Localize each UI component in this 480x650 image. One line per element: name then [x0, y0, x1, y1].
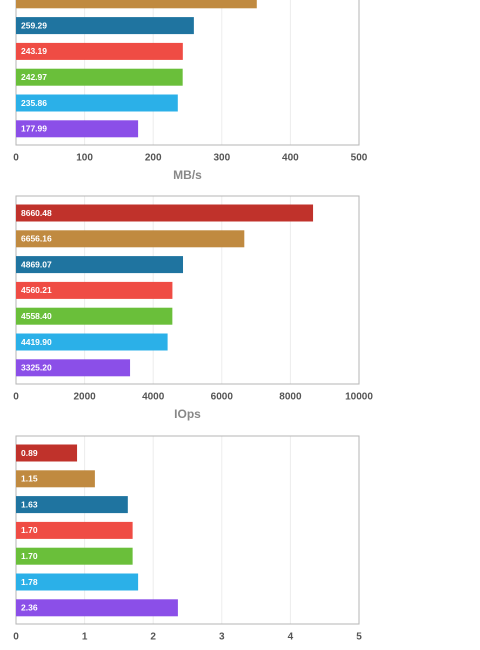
value-label: 4560.21 [21, 285, 52, 295]
x-tick-label: 0 [13, 153, 19, 164]
bar [16, 547, 133, 565]
value-label: 3325.20 [21, 363, 52, 373]
bar [16, 68, 183, 86]
value-label: 242.97 [21, 72, 47, 82]
bar [16, 0, 257, 9]
x-axis-title: IOps [174, 407, 201, 421]
value-label: 259.29 [21, 20, 47, 30]
x-tick-label: 2 [150, 632, 156, 643]
x-tick-label: 0 [13, 392, 19, 403]
value-label: 1.15 [21, 474, 38, 484]
value-label: 243.19 [21, 46, 47, 56]
value-label: 6656.16 [21, 234, 52, 244]
x-tick-label: 200 [145, 153, 162, 164]
value-label: 0.89 [21, 448, 38, 458]
x-tick-label: 6000 [211, 392, 234, 403]
x-tick-label: 8000 [279, 392, 302, 403]
bar [16, 256, 184, 274]
x-tick-label: 3 [219, 632, 225, 643]
value-label: 4558.40 [21, 311, 52, 321]
bar [16, 599, 178, 617]
x-axis-title: MB/s [173, 168, 202, 182]
value-label: 1.63 [21, 499, 38, 509]
x-tick-label: 100 [76, 153, 93, 164]
bar [16, 204, 314, 222]
value-label: 1.78 [21, 577, 38, 587]
value-label: 8660.48 [21, 208, 52, 218]
bar [16, 42, 183, 60]
x-tick-label: 4 [288, 632, 294, 643]
bar [16, 470, 95, 488]
value-label: 4419.90 [21, 337, 52, 347]
bar [16, 444, 78, 462]
bar [16, 573, 139, 591]
bar [16, 333, 168, 351]
bar [16, 521, 133, 539]
bar [16, 281, 173, 299]
x-tick-label: 500 [351, 153, 368, 164]
value-label: 4869.07 [21, 259, 52, 269]
value-label: 2.36 [21, 603, 38, 613]
bar [16, 307, 173, 325]
x-tick-label: 1 [82, 632, 88, 643]
bar [16, 359, 131, 377]
value-label: 177.99 [21, 124, 47, 134]
bar [16, 230, 245, 248]
bar [16, 94, 178, 112]
value-label: 1.70 [21, 551, 38, 561]
x-tick-label: 300 [213, 153, 230, 164]
x-tick-label: 5 [356, 632, 362, 643]
x-tick-label: 4000 [142, 392, 165, 403]
value-label: 1.70 [21, 525, 38, 535]
bar [16, 120, 139, 138]
bar [16, 496, 128, 514]
value-label: 235.86 [21, 98, 47, 108]
x-tick-label: 10000 [345, 392, 373, 403]
x-tick-label: 2000 [73, 392, 96, 403]
bar [16, 17, 194, 35]
x-tick-label: 0 [13, 632, 19, 643]
x-tick-label: 400 [282, 153, 299, 164]
